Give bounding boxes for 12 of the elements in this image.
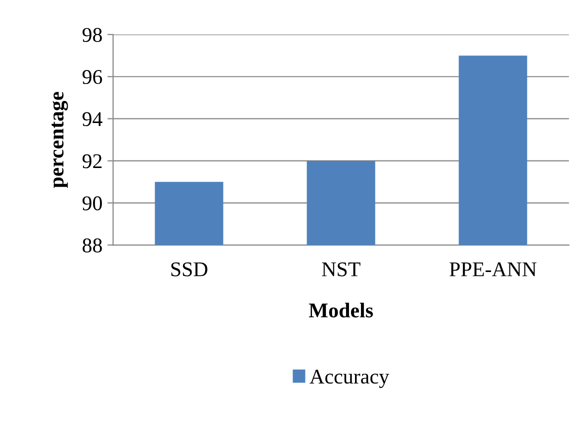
y-tick-label: 88 bbox=[82, 238, 102, 252]
y-tick-label: 98 bbox=[82, 28, 102, 42]
y-tick-label: 90 bbox=[82, 196, 102, 210]
y-tick-label: 96 bbox=[82, 70, 102, 84]
y-tick-label: 94 bbox=[82, 112, 102, 126]
x-tick-label: SSD bbox=[171, 262, 208, 276]
y-tick-label: 92 bbox=[82, 154, 102, 168]
x-tick-label: NST bbox=[322, 262, 360, 276]
legend-label: Accuracy bbox=[310, 370, 390, 388]
x-tick-label: PPE-ANN bbox=[450, 262, 536, 276]
x-axis-title: Models bbox=[308, 302, 373, 318]
y-axis-title: percentage bbox=[52, 92, 68, 188]
